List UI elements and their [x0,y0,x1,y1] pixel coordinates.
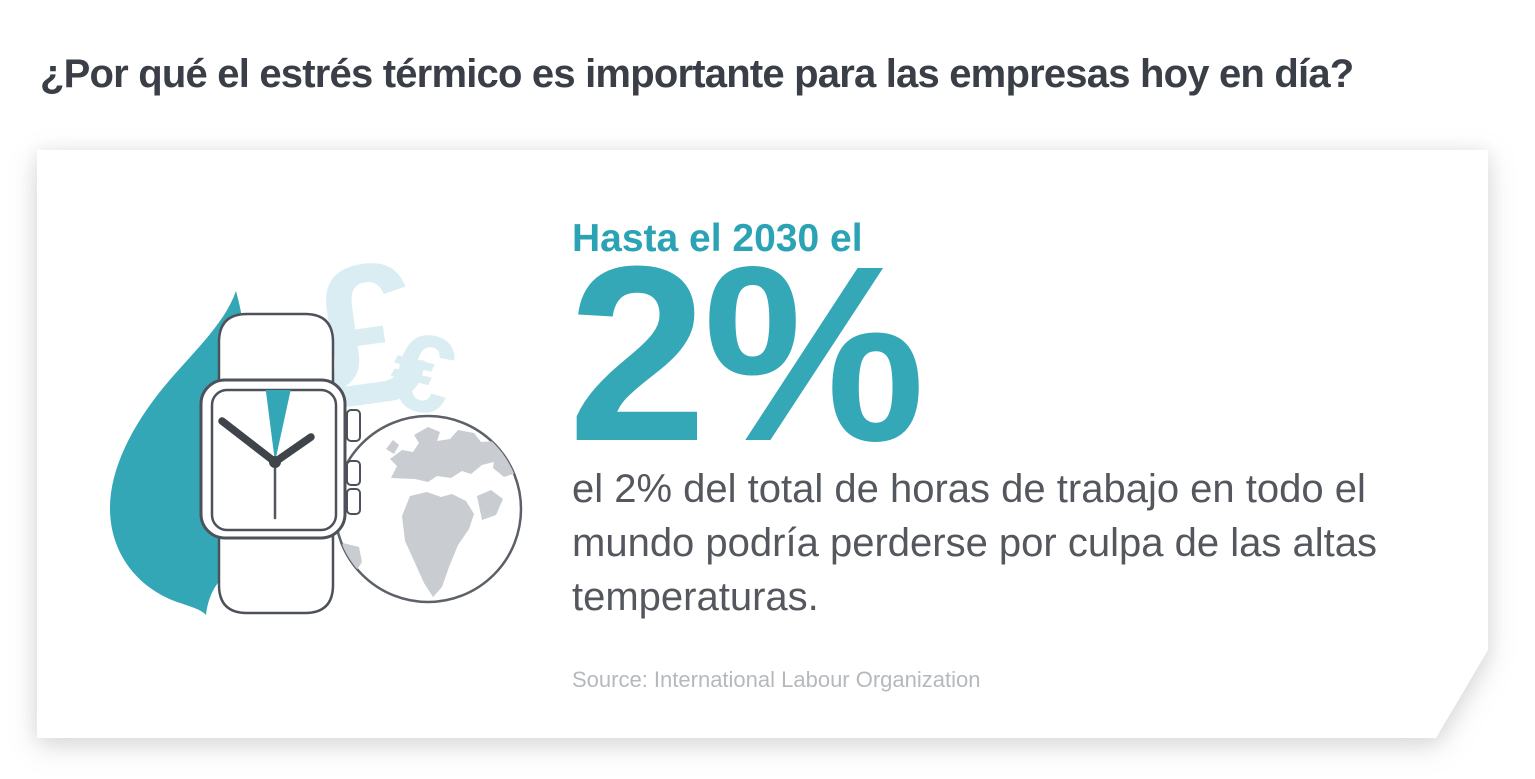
stat-description: el 2% del total de horas de trabajo en t… [572,467,1377,619]
globe-europe [390,427,505,482]
watch-minute-hand [275,437,311,462]
source-attribution: Source: International Labour Organizatio… [572,667,981,692]
infographic-card: £ € [37,150,1488,738]
watch-band-top [219,314,333,386]
illustration: £ € [103,246,530,618]
watch-band-bottom [219,536,333,613]
watch-wedge [265,384,292,462]
watch-center-dot [269,456,281,468]
page-title: ¿Por qué el estrés térmico es importante… [40,52,1354,96]
watch-button-bottom [347,489,360,514]
stat-kicker: Hasta el 2030 el [572,217,863,260]
watch-button-middle [347,461,360,485]
card-shadow: £ € [37,150,1488,738]
smartwatch-icon [201,314,360,613]
globe-uk [386,440,399,454]
watch-hour-hand [222,421,275,462]
watch-button-top [347,410,360,441]
globe-africa [402,492,474,597]
stat-value: 2% [568,214,922,493]
globe-arabia [477,490,503,520]
globe-icon [335,416,527,602]
